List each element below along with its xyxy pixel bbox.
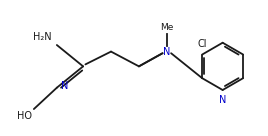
Text: N: N: [163, 47, 170, 57]
Text: HO: HO: [17, 111, 32, 121]
Text: N: N: [61, 81, 69, 91]
Text: N: N: [219, 95, 226, 105]
Text: Me: Me: [160, 23, 173, 32]
Text: H₂N: H₂N: [33, 32, 52, 42]
Text: Cl: Cl: [198, 39, 207, 49]
